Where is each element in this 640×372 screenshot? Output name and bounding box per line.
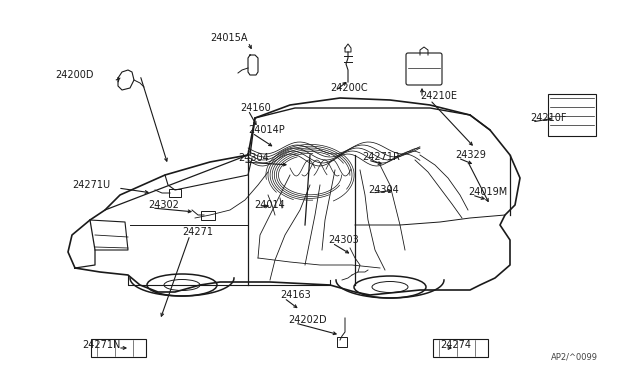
Text: 24271: 24271 [182,227,213,237]
Text: 24271R: 24271R [362,152,400,162]
FancyBboxPatch shape [406,53,442,85]
Text: 24202D: 24202D [288,315,326,325]
Text: 24304: 24304 [238,153,269,163]
Bar [548,94,596,136]
Text: 24271N: 24271N [82,340,120,350]
Text: 24163: 24163 [280,290,311,300]
Bar [201,211,215,219]
Text: 24019M: 24019M [468,187,508,197]
Ellipse shape [147,274,217,296]
Ellipse shape [354,276,426,298]
Ellipse shape [164,279,200,291]
Text: 24210F: 24210F [530,113,566,123]
Text: 24274: 24274 [440,340,471,350]
Text: 24329: 24329 [455,150,486,160]
Ellipse shape [372,282,408,292]
Bar [169,189,181,197]
Bar [337,337,347,347]
Text: 24210E: 24210E [420,91,457,101]
Text: 24303: 24303 [328,235,359,245]
Text: 24304: 24304 [368,185,399,195]
Text: 24302: 24302 [148,200,179,210]
Text: 24015A: 24015A [210,33,248,43]
Bar [90,339,145,357]
Text: 24200D: 24200D [55,70,93,80]
Text: 24014: 24014 [254,200,285,210]
Text: AP2/^0099: AP2/^0099 [551,353,598,362]
Text: 24271U: 24271U [72,180,110,190]
Text: 24014P: 24014P [248,125,285,135]
Bar [433,339,488,357]
Text: 24200C: 24200C [330,83,367,93]
Text: 24160: 24160 [240,103,271,113]
